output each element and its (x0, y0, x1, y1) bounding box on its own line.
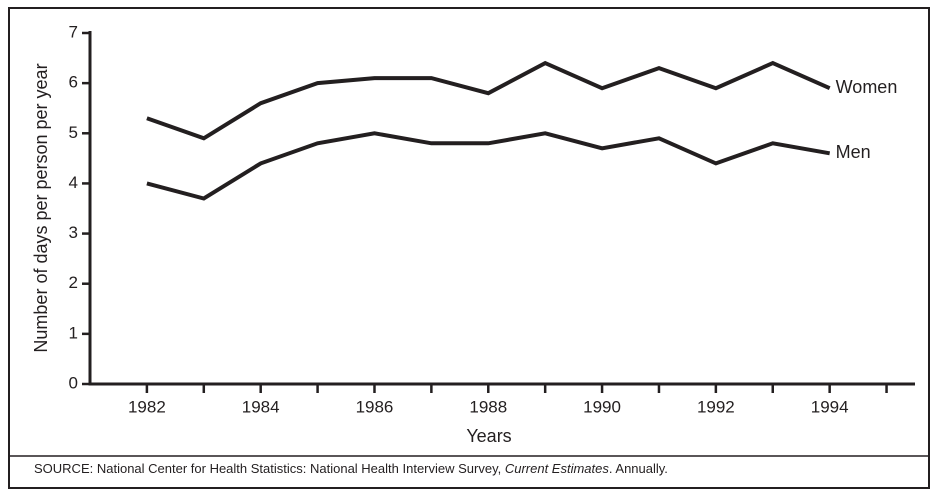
source-end: . Annually. (609, 461, 668, 476)
x-tick-label: 1982 (128, 397, 166, 416)
y-tick-label: 1 (69, 323, 78, 342)
series-label: Women (836, 77, 898, 97)
x-axis-title: Years (466, 426, 511, 446)
y-tick-label: 6 (69, 73, 78, 92)
x-tick-label: 1994 (811, 397, 849, 416)
y-tick-label: 5 (69, 123, 78, 142)
frame (8, 7, 930, 489)
series-label: Men (836, 142, 871, 162)
y-tick-label: 0 (69, 373, 78, 392)
y-tick-label: 3 (69, 223, 78, 242)
series-line (146, 60, 831, 141)
series-line (146, 131, 831, 201)
y-tick-label: 4 (69, 173, 78, 192)
x-tick-label: 1990 (583, 397, 621, 416)
y-tick-label: 2 (69, 273, 78, 292)
x-tick-label: 1984 (242, 397, 280, 416)
x-tick-label: 1992 (697, 397, 735, 416)
y-axis-title: Number of days per person per year (31, 63, 51, 352)
source-italic: Current Estimates (505, 461, 610, 476)
source-text: SOURCE: National Center for Health Stati… (34, 461, 505, 476)
x-tick-label: 1986 (356, 397, 394, 416)
x-tick-label: 1988 (469, 397, 507, 416)
source-note: SOURCE: National Center for Health Stati… (34, 461, 668, 476)
y-tick-label: 7 (69, 22, 78, 41)
